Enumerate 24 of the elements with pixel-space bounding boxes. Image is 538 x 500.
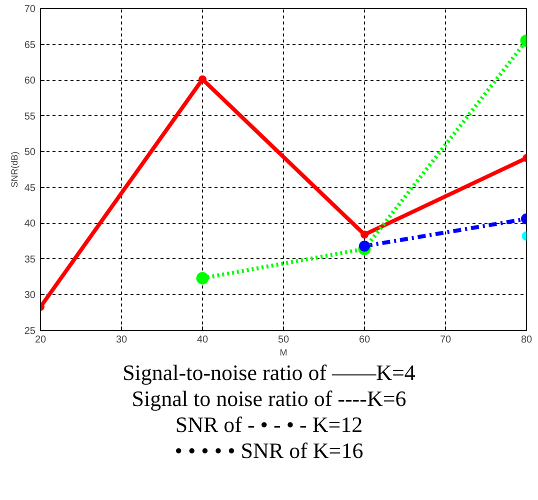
text: Signal to noise ratio of ----K=6 [130,386,408,412]
text: • • • • • SNR of K=16 [174,438,364,464]
y-tick-label: 35 [24,254,36,266]
y-tick-label: 25 [24,326,36,337]
x-tick-label: 30 [116,334,128,346]
x-tick-label: 40 [196,334,208,346]
y-tick-label: 50 [24,147,36,158]
y-axis-title: SNR(dB) [9,151,20,188]
x-tick-label: 50 [278,334,290,346]
y-tick-label: 40 [24,218,36,230]
text: SNR of - • - • - K=12 [174,412,364,438]
y-tick-label: 60 [24,76,36,87]
x-tick-label: 20 [34,334,46,346]
y-tick-label: 65 [24,40,36,51]
y-tick-label: 45 [24,182,36,194]
x-tick-label: 70 [440,334,452,346]
point [196,272,209,285]
x-tick-label: 60 [358,334,370,346]
x-axis-title: M [280,348,288,358]
text: Signal-to-noise ratio of ——K=4 [122,360,416,386]
y-tick-label: 55 [24,111,36,122]
y-tick-label: 30 [24,290,36,302]
x-tick-label: 80 [520,334,532,346]
y-tick-label: 70 [24,4,36,15]
